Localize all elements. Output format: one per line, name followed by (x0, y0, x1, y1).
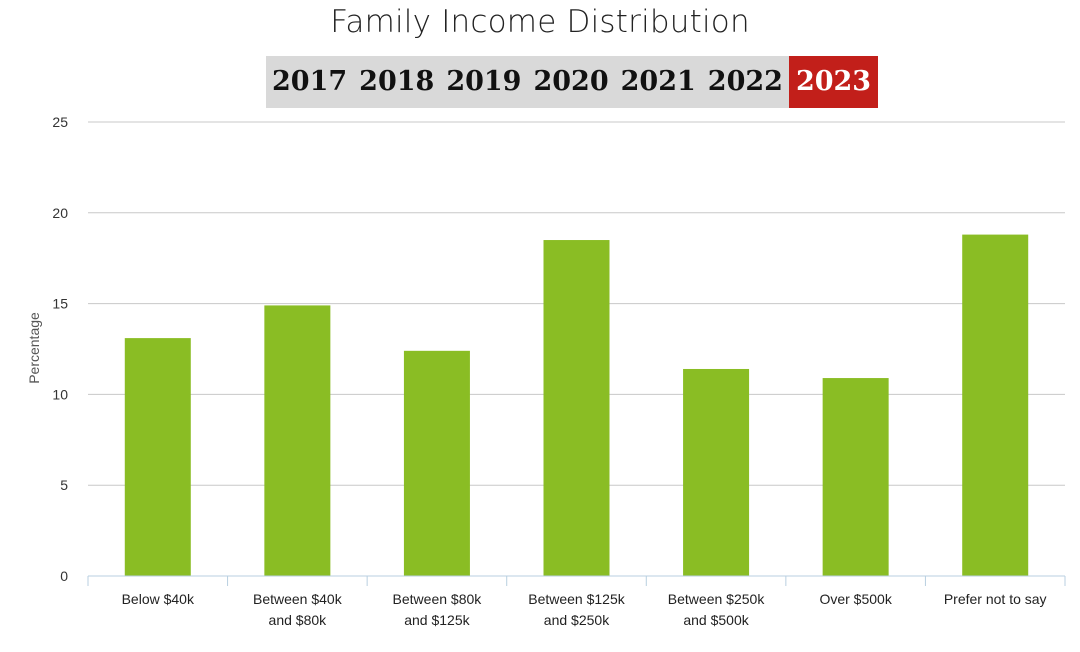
chart-title: Family Income Distribution (330, 4, 750, 40)
x-category-label: and $125k (404, 612, 470, 628)
y-tick-label: 5 (60, 477, 68, 493)
y-tick-label: 10 (52, 386, 68, 402)
x-category-label: Between $80k (393, 591, 483, 607)
bar (822, 378, 889, 576)
year-tab-2023[interactable]: 2023 (788, 56, 879, 108)
year-tab-2020[interactable]: 2020 (533, 66, 609, 97)
year-tab-2018[interactable]: 2018 (359, 66, 435, 97)
axis-labels: 0 5 10 15 20 25 Below $40k Between $40k and $80k… (52, 114, 1046, 628)
bar (403, 350, 470, 576)
year-tab-2017[interactable]: 2017 (272, 66, 348, 97)
x-category-label: and $500k (683, 612, 749, 628)
x-axis (87, 575, 1066, 586)
bar (962, 234, 1029, 577)
bars (124, 234, 1029, 577)
y-axis-title: Percentage (26, 312, 42, 384)
x-category-label: and $80k (269, 612, 328, 628)
x-category-label: Between $250k (668, 591, 766, 607)
x-category-label: Over $500k (819, 591, 892, 607)
year-tab-2021[interactable]: 2021 (620, 66, 696, 97)
year-tab-2019[interactable]: 2019 (446, 66, 522, 97)
bar (264, 305, 331, 576)
year-selector: 2017 2018 2019 2020 2021 2022 2023 (266, 56, 879, 108)
y-tick-label: 20 (52, 205, 68, 221)
x-category-label: Below $40k (122, 591, 195, 607)
bar (683, 368, 750, 576)
year-tab-2022[interactable]: 2022 (707, 66, 783, 97)
x-category-label: and $250k (544, 612, 610, 628)
x-category-label: Prefer not to say (944, 591, 1047, 607)
y-tick-label: 25 (52, 114, 68, 130)
bar (124, 338, 191, 576)
bar (543, 240, 610, 577)
x-category-label: Between $40k (253, 591, 343, 607)
y-tick-label: 15 (52, 296, 68, 312)
x-category-label: Between $125k (528, 591, 626, 607)
y-tick-label: 0 (60, 568, 68, 584)
